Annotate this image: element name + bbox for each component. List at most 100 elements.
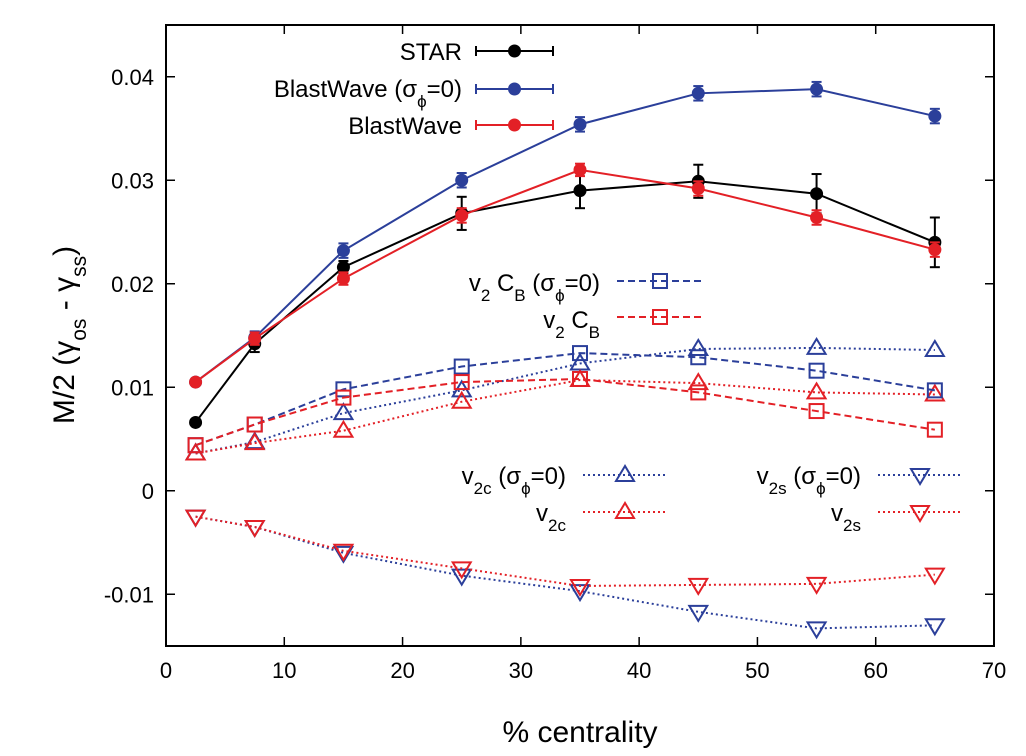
data-point	[926, 382, 943, 399]
data-point	[336, 244, 350, 258]
legend-entry-bw0: BlastWave (σϕ=0)	[274, 76, 554, 111]
series-line-v2s	[195, 515, 935, 587]
data-point	[687, 604, 710, 623]
data-point	[808, 403, 825, 420]
data-point	[924, 618, 946, 637]
legend-label: v2 CB (σϕ=0)	[469, 270, 600, 305]
x-tick-label: 40	[627, 658, 651, 683]
legend-label: v2 CB	[543, 307, 600, 342]
series-v2c	[184, 369, 946, 461]
series-line-bw	[194, 168, 936, 383]
legend-entry-star: STAR	[400, 39, 554, 66]
legend-marker	[652, 309, 668, 325]
legend-marker	[508, 118, 521, 132]
legend-label: v2c	[536, 500, 566, 535]
series-v2s	[184, 509, 946, 597]
series-line-v2c0	[195, 346, 935, 455]
data-point	[924, 383, 946, 402]
x-tick-label: 50	[745, 658, 769, 683]
data-point	[810, 187, 824, 201]
x-tick-label: 10	[272, 658, 296, 683]
y-tick-label: -0.01	[104, 582, 154, 607]
data-point	[453, 358, 470, 375]
legend-marker	[508, 44, 521, 58]
x-tick-label: 30	[509, 658, 533, 683]
data-point	[810, 211, 824, 225]
data-point	[924, 567, 946, 586]
y-tick-label: 0.02	[111, 272, 154, 297]
x-tick-label: 70	[982, 658, 1006, 683]
data-point	[332, 419, 355, 438]
legend-marker	[909, 505, 931, 523]
data-point	[805, 576, 828, 595]
data-point	[691, 182, 705, 196]
legend-marker	[909, 468, 931, 486]
data-point	[569, 584, 591, 603]
y-tick-label: 0	[142, 479, 154, 504]
data-point	[189, 375, 203, 389]
series-line-bw0	[194, 88, 936, 383]
data-point	[336, 272, 350, 286]
legend-entry-v2s0: v2s (σϕ=0)	[757, 463, 962, 498]
plot-frame	[165, 24, 995, 647]
data-point	[246, 416, 263, 433]
data-point	[572, 345, 588, 362]
data-point	[332, 543, 355, 562]
legend-label: v2s	[831, 500, 861, 535]
data-point	[335, 381, 352, 398]
data-point	[926, 421, 943, 438]
series-line-v2cb0	[195, 352, 936, 447]
x-tick-label: 60	[863, 658, 887, 683]
y-axis-title: M/2 (γos - γss)	[48, 246, 91, 424]
data-point	[450, 561, 473, 580]
data-point	[690, 384, 707, 401]
legend-label: v2c (σϕ=0)	[462, 463, 566, 498]
legend-entry-bw: BlastWave	[348, 113, 554, 140]
data-point	[184, 509, 207, 528]
series-bw	[189, 162, 942, 389]
data-point	[687, 338, 710, 356]
series-line-v2c	[195, 379, 935, 455]
data-point	[450, 568, 473, 587]
data-point	[569, 578, 591, 597]
legend-entry-v2cb: v2 CB	[543, 307, 703, 342]
legend-marker	[652, 273, 668, 289]
series-bw0	[189, 80, 942, 389]
data-point	[332, 402, 355, 421]
data-point	[808, 362, 825, 379]
data-point	[187, 437, 204, 454]
legend-marker	[508, 82, 521, 96]
series-v2cb0	[187, 345, 943, 454]
data-point	[687, 577, 710, 596]
data-point	[248, 332, 262, 346]
data-point	[455, 208, 469, 222]
legend-entry-v2cb0: v2 CB (σϕ=0)	[469, 270, 703, 305]
legend-marker	[614, 501, 636, 519]
data-point	[928, 243, 942, 257]
data-point	[805, 381, 828, 400]
legend-marker	[614, 464, 636, 482]
data-point	[928, 109, 942, 123]
data-point	[243, 432, 266, 451]
data-point	[332, 545, 355, 564]
data-point	[450, 390, 473, 409]
legend-entry-v2s: v2s	[831, 500, 962, 535]
data-point	[189, 415, 203, 429]
x-tick-label: 0	[160, 658, 172, 683]
data-point	[455, 173, 469, 187]
legend-entry-v2c0: v2c (σϕ=0)	[462, 463, 667, 498]
data-point	[805, 336, 828, 355]
legend-label: STAR	[400, 39, 462, 66]
data-point	[335, 389, 352, 406]
data-point	[572, 370, 588, 387]
x-axis-title: % centrality	[502, 716, 657, 749]
legend-label: v2s (σϕ=0)	[757, 463, 861, 498]
data-point	[691, 86, 705, 100]
data-point	[810, 82, 824, 96]
legend-entry-v2c: v2c	[536, 500, 667, 535]
data-point	[243, 519, 266, 538]
y-tick-label: 0.01	[111, 375, 154, 400]
legend-label: BlastWave (σϕ=0)	[274, 76, 462, 111]
data-point	[687, 372, 710, 391]
